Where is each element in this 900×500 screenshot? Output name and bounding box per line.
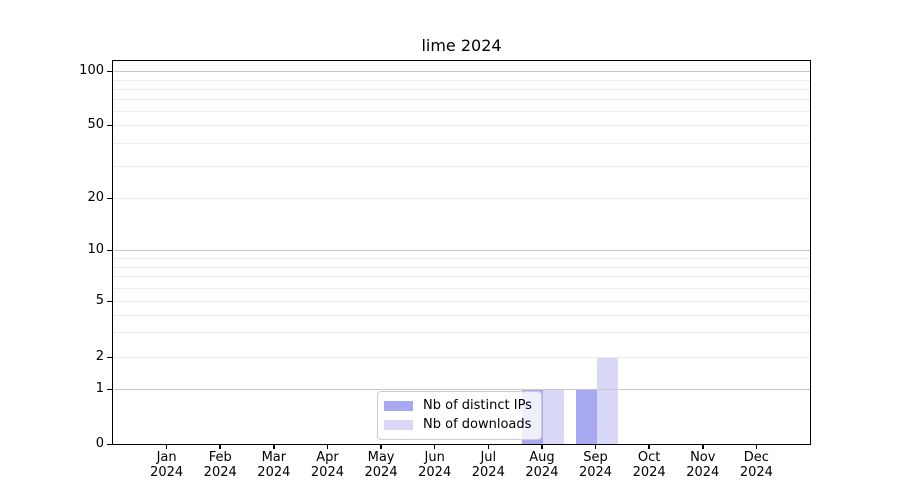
bar-sep-downloads (596, 357, 618, 444)
x-tick-mark-jul (487, 444, 490, 449)
x-tick-year: 2024 (150, 465, 184, 480)
chart-title: lime 2024 (421, 36, 502, 55)
legend-label: Nb of downloads (423, 417, 532, 432)
legend-item-distinct-ips: Nb of distinct IPs (384, 398, 532, 413)
x-tick-label-may: May 2024 (351, 450, 411, 480)
y-tick-mark-10 (107, 249, 113, 252)
y-tick-label-50: 50 (87, 117, 104, 133)
x-tick-mark-sep (594, 444, 597, 449)
legend: Nb of distinct IPs Nb of downloads (377, 391, 542, 440)
x-tick-mark-may (380, 444, 382, 449)
x-tick-month: Sep (583, 450, 608, 465)
x-tick-year: 2024 (686, 465, 720, 480)
bar-sep-distinct-ips (575, 389, 597, 444)
y-tick-label-20: 20 (87, 190, 104, 206)
y-tick-mark-0 (107, 443, 113, 445)
gridline-y-60 (113, 110, 810, 112)
x-tick-month: Jul (480, 450, 497, 465)
x-tick-label-nov: Nov 2024 (673, 450, 733, 480)
y-tick-label-10: 10 (87, 242, 104, 258)
gridline-y-30 (113, 165, 810, 167)
x-tick-mark-mar (273, 444, 275, 449)
x-tick-month: Nov (690, 450, 716, 465)
gridline-y-70 (113, 99, 810, 101)
x-tick-label-jan: Jan 2024 (137, 450, 197, 480)
x-tick-month: Mar (261, 450, 287, 465)
gridline-y-7 (113, 276, 810, 278)
x-tick-year: 2024 (578, 465, 613, 480)
x-tick-label-feb: Feb 2024 (190, 450, 250, 480)
x-tick-mark-jan (165, 444, 168, 449)
legend-swatch-icon (384, 400, 413, 411)
x-tick-label-mar: Mar 2024 (244, 450, 304, 480)
x-tick-month: Aug (529, 450, 555, 465)
gridline-y-8 (113, 266, 810, 268)
y-tick-mark-2 (107, 356, 113, 359)
x-tick-year: 2024 (739, 465, 773, 480)
x-tick-year: 2024 (632, 465, 666, 480)
gridline-y-40 (113, 142, 810, 144)
y-tick-label-5: 5 (95, 293, 104, 309)
x-tick-label-oct: Oct 2024 (619, 450, 679, 480)
x-tick-month: Jan (156, 450, 177, 465)
x-tick-mark-oct (648, 444, 650, 449)
y-tick-label-2: 2 (95, 349, 104, 365)
legend-label: Nb of distinct IPs (423, 398, 532, 413)
legend-swatch-icon (384, 419, 413, 430)
x-tick-month: Dec (743, 450, 769, 465)
x-tick-mark-apr (326, 444, 329, 449)
x-tick-mark-jun (433, 444, 436, 449)
x-tick-year: 2024 (471, 465, 505, 480)
y-tick-mark-1 (107, 388, 113, 391)
x-tick-month: Apr (316, 450, 339, 465)
x-tick-label-dec: Dec 2024 (726, 450, 786, 480)
x-tick-month: Jun (424, 450, 445, 465)
y-tick-label-1: 1 (95, 381, 104, 397)
gridline-y-1 (113, 389, 810, 391)
x-tick-month: Oct (637, 450, 661, 465)
x-tick-mark-dec (755, 444, 758, 449)
x-tick-label-apr: Apr 2024 (297, 450, 357, 480)
x-tick-label-jun: Jun 2024 (405, 450, 465, 480)
y-tick-mark-5 (107, 300, 113, 303)
gridline-y-20 (113, 198, 810, 200)
x-tick-year: 2024 (364, 465, 398, 480)
x-tick-mark-aug (541, 444, 543, 449)
x-tick-year: 2024 (257, 465, 291, 480)
x-tick-year: 2024 (418, 465, 452, 480)
y-tick-label-0: 0 (95, 436, 104, 451)
gridline-y-80 (113, 88, 810, 90)
gridline-y-3 (113, 332, 810, 334)
gridline-y-10 (113, 250, 810, 252)
y-tick-mark-50 (107, 124, 113, 127)
x-tick-label-jul: Jul 2024 (458, 450, 518, 480)
y-tick-mark-20 (107, 197, 113, 200)
gridline-y-100 (113, 71, 810, 73)
x-tick-year: 2024 (310, 465, 344, 480)
x-tick-month: May (367, 450, 395, 465)
x-tick-mark-nov (702, 444, 704, 449)
legend-item-downloads: Nb of downloads (384, 417, 532, 432)
x-tick-mark-feb (219, 444, 221, 449)
plot-area: Nb of distinct IPs Nb of downloads (112, 60, 811, 445)
gridline-y-6 (113, 287, 810, 289)
gridline-y-2 (113, 357, 810, 359)
x-tick-month: Feb (208, 450, 232, 465)
bar-aug-downloads (542, 389, 564, 444)
gridline-y-5 (113, 301, 810, 303)
x-tick-year: 2024 (203, 465, 237, 480)
x-tick-year: 2024 (525, 465, 559, 480)
y-tick-label-100: 100 (79, 63, 104, 79)
gridline-y-90 (113, 79, 810, 81)
axes-spines (112, 60, 811, 445)
x-tick-label-sep: Sep 2024 (566, 450, 626, 480)
y-tick-mark-100 (107, 70, 113, 73)
gridline-y-50 (113, 125, 810, 127)
gridline-y-4 (113, 314, 810, 316)
x-tick-label-aug: Aug 2024 (512, 450, 572, 480)
gridline-y-9 (113, 257, 810, 259)
